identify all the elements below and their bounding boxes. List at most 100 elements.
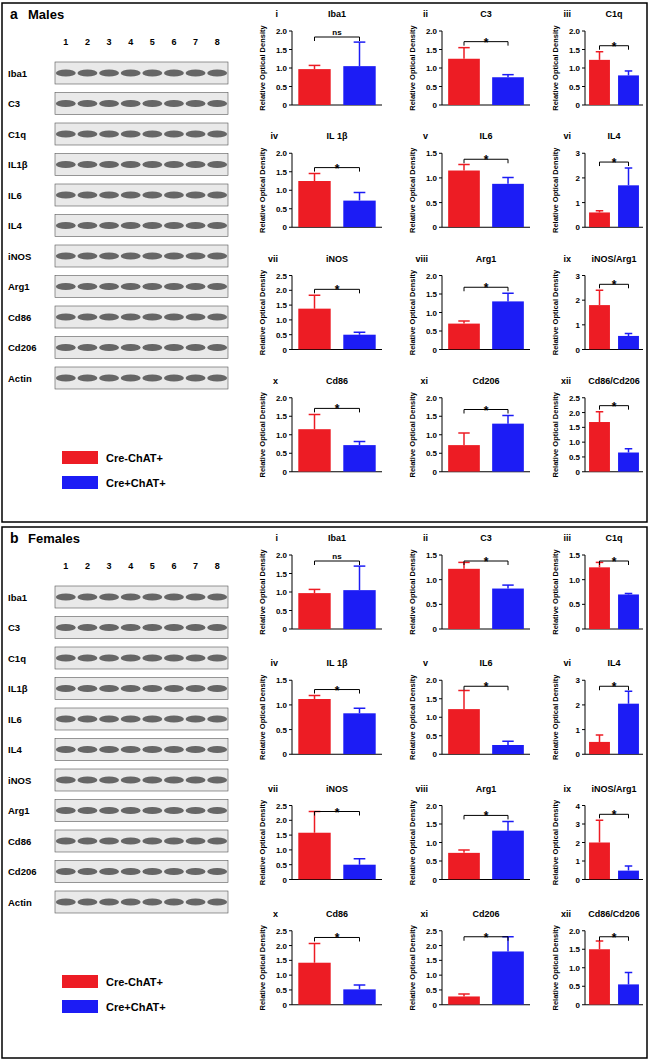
blot-band xyxy=(164,807,184,814)
chart-label: v xyxy=(423,131,428,141)
y-tick-label: 2 xyxy=(576,296,581,305)
chart: iiiC1qRelative Optical Density00.51.01.5… xyxy=(551,533,643,635)
y-tick xyxy=(289,208,292,209)
bar xyxy=(298,309,330,350)
y-tick xyxy=(289,68,292,69)
y-tick-label: 1.0 xyxy=(426,713,438,722)
significance-label: * xyxy=(335,931,340,945)
y-tick xyxy=(439,930,442,931)
blot-band xyxy=(99,69,119,76)
y-tick-label: 1.0 xyxy=(276,971,288,980)
blot-band xyxy=(207,593,227,600)
blot-strip xyxy=(55,154,228,176)
y-tick-label: 0 xyxy=(576,468,581,477)
y-tick xyxy=(289,849,292,850)
blot-band xyxy=(142,624,162,631)
y-tick xyxy=(289,227,292,228)
y-tick-label: 3 xyxy=(576,272,581,281)
y-tick-label: 2.0 xyxy=(569,27,581,36)
blot-label: IL1β xyxy=(8,683,28,694)
y-tick-label: 1.5 xyxy=(276,301,288,310)
y-tick xyxy=(582,86,585,87)
error-stem xyxy=(599,941,601,949)
y-tick-label: 0 xyxy=(283,223,288,232)
y-axis-label: Relative Optical Density xyxy=(551,799,560,885)
y-tick xyxy=(289,305,292,306)
chart-label: x xyxy=(273,376,278,386)
error-bar xyxy=(596,412,604,422)
significance-label: * xyxy=(484,281,489,295)
y-tick-label: 2 xyxy=(576,701,581,710)
y-axis xyxy=(292,680,293,754)
y-tick-label: 2.0 xyxy=(426,272,438,281)
blot-band xyxy=(121,746,141,753)
error-cap xyxy=(502,415,513,417)
y-tick-label: 0.5 xyxy=(569,982,581,991)
y-tick-label: 1.0 xyxy=(276,186,288,195)
blot-band xyxy=(56,837,76,844)
bar xyxy=(492,589,524,629)
y-tick-label: 1.5 xyxy=(426,290,438,299)
y-tick-label: 0 xyxy=(576,625,581,634)
chart-label: iii xyxy=(563,533,571,543)
y-tick-label: 0.5 xyxy=(276,607,288,616)
blot-band xyxy=(56,776,76,783)
y-tick xyxy=(289,171,292,172)
y-tick-label: 2.0 xyxy=(569,927,581,936)
chart-title: IL4 xyxy=(607,131,620,141)
blot-band xyxy=(164,283,184,290)
chart: vIL6Relative Optical Density00.51.01.5* xyxy=(408,131,530,233)
y-tick xyxy=(439,735,442,736)
blot-label: Arg1 xyxy=(8,805,30,816)
y-tick xyxy=(582,930,585,931)
chart-label: iv xyxy=(270,131,278,141)
blot-band xyxy=(186,191,206,198)
blot-band xyxy=(142,746,162,753)
blot-band xyxy=(99,868,119,875)
y-axis-label: Relative Optical Density xyxy=(258,674,267,760)
chart-label: iii xyxy=(563,9,571,19)
blot-band xyxy=(142,807,162,814)
bar xyxy=(492,184,524,227)
error-bar xyxy=(309,174,321,181)
blot-strip xyxy=(55,93,228,115)
blot-band xyxy=(77,715,97,722)
blot-band xyxy=(56,685,76,692)
y-axis-label: Relative Optical Density xyxy=(551,674,560,760)
blot-band xyxy=(207,100,227,107)
error-cap xyxy=(458,47,469,49)
y-tick-label: 1.5 xyxy=(426,695,438,704)
y-tick xyxy=(439,331,442,332)
blot-band xyxy=(142,868,162,875)
blot-band xyxy=(186,868,206,875)
chart-title: IL 1β xyxy=(327,131,348,141)
error-stem xyxy=(628,168,630,185)
y-tick-label: 0 xyxy=(576,101,581,110)
chart: iIba1Relative Optical Density00.51.01.52… xyxy=(258,9,382,111)
error-bar xyxy=(354,192,366,200)
blot-label: iNOS xyxy=(8,775,31,786)
y-tick-label: 1.0 xyxy=(426,839,438,848)
blot-band xyxy=(142,252,162,259)
marks xyxy=(589,691,639,754)
y-tick-label: 1.5 xyxy=(276,956,288,965)
chart: viiiNOSRelative Optical Density00.51.01.… xyxy=(258,784,382,886)
y-tick xyxy=(289,453,292,454)
blot-band xyxy=(186,313,206,320)
blot-band xyxy=(121,69,141,76)
chart: ixiNOS/Arg1Relative Optical Density01234… xyxy=(551,784,643,886)
panel-letter: a xyxy=(10,6,18,22)
error-cap xyxy=(354,441,366,443)
error-bar xyxy=(458,321,469,324)
y-tick-label: 1.0 xyxy=(426,431,438,440)
y-tick xyxy=(582,680,585,681)
error-bar xyxy=(625,691,633,703)
y-tick-label: 1.5 xyxy=(569,423,581,432)
chart-title: C3 xyxy=(480,533,492,543)
significance-label: * xyxy=(484,36,489,50)
error-cap xyxy=(625,972,633,974)
y-tick-label: 0 xyxy=(283,346,288,355)
chart-label: viii xyxy=(415,254,428,264)
chart: viIL4Relative Optical Density0123* xyxy=(551,131,643,233)
blot-strip xyxy=(55,586,228,608)
